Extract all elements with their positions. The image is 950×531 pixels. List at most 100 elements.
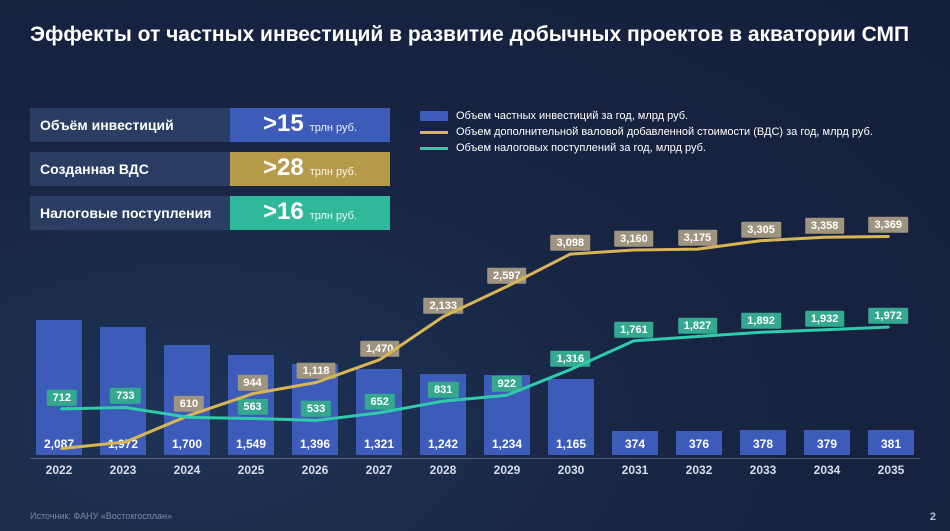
x-tick: 2035: [862, 459, 920, 477]
bar-label: 1,242: [420, 437, 466, 451]
bar-label: 374: [612, 437, 658, 451]
bar-label: 381: [868, 437, 914, 451]
series-point-label: 1,316: [551, 350, 591, 366]
x-tick: 2034: [798, 459, 856, 477]
legend-item: Объем частных инвестиций за год, млрд ру…: [420, 110, 930, 122]
series-point-label: 3,175: [678, 230, 718, 246]
legend-line: [420, 131, 448, 134]
kpi-value: >28трлн руб.: [230, 152, 390, 186]
bar-label: 1,972: [100, 437, 146, 451]
x-tick: 2024: [158, 459, 216, 477]
kpi-block: Объём инвестиций>15трлн руб.Созданная ВД…: [30, 108, 390, 230]
series-point-label: 3,369: [868, 217, 908, 233]
legend-text: Объем частных инвестиций за год, млрд ру…: [456, 110, 688, 122]
bar: 378: [740, 430, 786, 455]
bar-slot: 1,242: [414, 228, 472, 455]
legend-swatch: [420, 111, 448, 121]
legend-item: Объем налоговых поступлений за год, млрд…: [420, 142, 930, 154]
series-point-label: 922: [492, 376, 522, 392]
series-point-label: 3,160: [614, 231, 654, 247]
legend-text: Объем налоговых поступлений за год, млрд…: [456, 142, 706, 154]
x-tick: 2030: [542, 459, 600, 477]
bar-label: 2,087: [36, 437, 82, 451]
bar-label: 376: [676, 437, 722, 451]
series-point-label: 563: [237, 399, 267, 415]
series-point-label: 2,133: [423, 297, 463, 313]
x-tick: 2031: [606, 459, 664, 477]
bar-label: 1,549: [228, 437, 274, 451]
x-tick: 2032: [670, 459, 728, 477]
series-point-label: 1,932: [805, 310, 845, 326]
x-tick: 2026: [286, 459, 344, 477]
bar-slot: 1,972: [94, 228, 152, 455]
series-point-label: 944: [237, 375, 267, 391]
bar: 374: [612, 431, 658, 455]
kpi-value: >16трлн руб.: [230, 196, 390, 230]
series-point-label: 1,470: [360, 340, 400, 356]
x-tick: 2022: [30, 459, 88, 477]
bar: 381: [868, 430, 914, 455]
series-point-label: 652: [364, 394, 394, 410]
series-point-label: 3,305: [741, 221, 781, 237]
bar-slot: 376: [670, 228, 728, 455]
bar-slot: 374: [606, 228, 664, 455]
bar-slot: 378: [734, 228, 792, 455]
x-tick: 2033: [734, 459, 792, 477]
bar: 376: [676, 431, 722, 455]
bar: 2,087: [36, 320, 82, 455]
kpi-label: Налоговые поступления: [30, 196, 230, 230]
bars-container: 2,087 1,972 1,700 1,549 1,396 1,321 1,242 1,234…: [30, 228, 920, 455]
bar-label: 1,321: [356, 437, 402, 451]
x-tick: 2029: [478, 459, 536, 477]
series-point-label: 831: [428, 382, 458, 398]
series-point-label: 533: [301, 401, 331, 417]
kpi-label: Объём инвестиций: [30, 108, 230, 142]
x-tick: 2028: [414, 459, 472, 477]
series-point-label: 2,597: [487, 267, 527, 283]
page-number: 2: [930, 511, 936, 523]
bar-slot: 1,234: [478, 228, 536, 455]
kpi-row: Объём инвестиций>15трлн руб.: [30, 108, 390, 142]
bar-label: 1,165: [548, 437, 594, 451]
kpi-row: Налоговые поступления>16трлн руб.: [30, 196, 390, 230]
bar-slot: 379: [798, 228, 856, 455]
bar-label: 379: [804, 437, 850, 451]
series-point-label: 1,972: [868, 308, 908, 324]
series-point-label: 3,358: [805, 218, 845, 234]
legend: Объем частных инвестиций за год, млрд ру…: [420, 110, 930, 154]
x-tick: 2027: [350, 459, 408, 477]
bar-slot: 381: [862, 228, 920, 455]
x-tick: 2025: [222, 459, 280, 477]
bar-slot: 1,700: [158, 228, 216, 455]
kpi-row: Созданная ВДС>28трлн руб.: [30, 152, 390, 186]
bar-slot: 1,396: [286, 228, 344, 455]
bar: 1,321: [356, 369, 402, 455]
series-point-label: 3,098: [551, 235, 591, 251]
kpi-value: >15трлн руб.: [230, 108, 390, 142]
series-point-label: 1,827: [678, 317, 718, 333]
series-point-label: 733: [110, 388, 140, 404]
series-point-label: 1,892: [741, 313, 781, 329]
legend-line: [420, 147, 448, 150]
chart: 2,087 1,972 1,700 1,549 1,396 1,321 1,242 1,234…: [30, 228, 920, 477]
kpi-label: Созданная ВДС: [30, 152, 230, 186]
bar-slot: 2,087: [30, 228, 88, 455]
page-title: Эффекты от частных инвестиций в развитие…: [30, 22, 920, 48]
bar-label: 1,234: [484, 437, 530, 451]
legend-item: Объем дополнительной валовой добавленной…: [420, 126, 930, 138]
series-point-label: 610: [174, 396, 204, 412]
bar-label: 1,396: [292, 437, 338, 451]
series-point-label: 1,761: [614, 322, 654, 338]
source-note: Источник: ФАНУ «Востокгосплан»: [30, 511, 172, 521]
bar: 379: [804, 430, 850, 455]
bar-label: 1,700: [164, 437, 210, 451]
bar-slot: 1,549: [222, 228, 280, 455]
bar-label: 378: [740, 437, 786, 451]
x-axis: 2022 2023 2024 2025 2026 2027 2028 2029 2030 2031…: [30, 458, 920, 477]
bar-slot: 1,165: [542, 228, 600, 455]
series-point-label: 1,118: [297, 363, 336, 379]
series-point-label: 712: [47, 390, 77, 406]
x-tick: 2023: [94, 459, 152, 477]
bar: 1,165: [548, 379, 594, 455]
legend-text: Объем дополнительной валовой добавленной…: [456, 126, 873, 138]
